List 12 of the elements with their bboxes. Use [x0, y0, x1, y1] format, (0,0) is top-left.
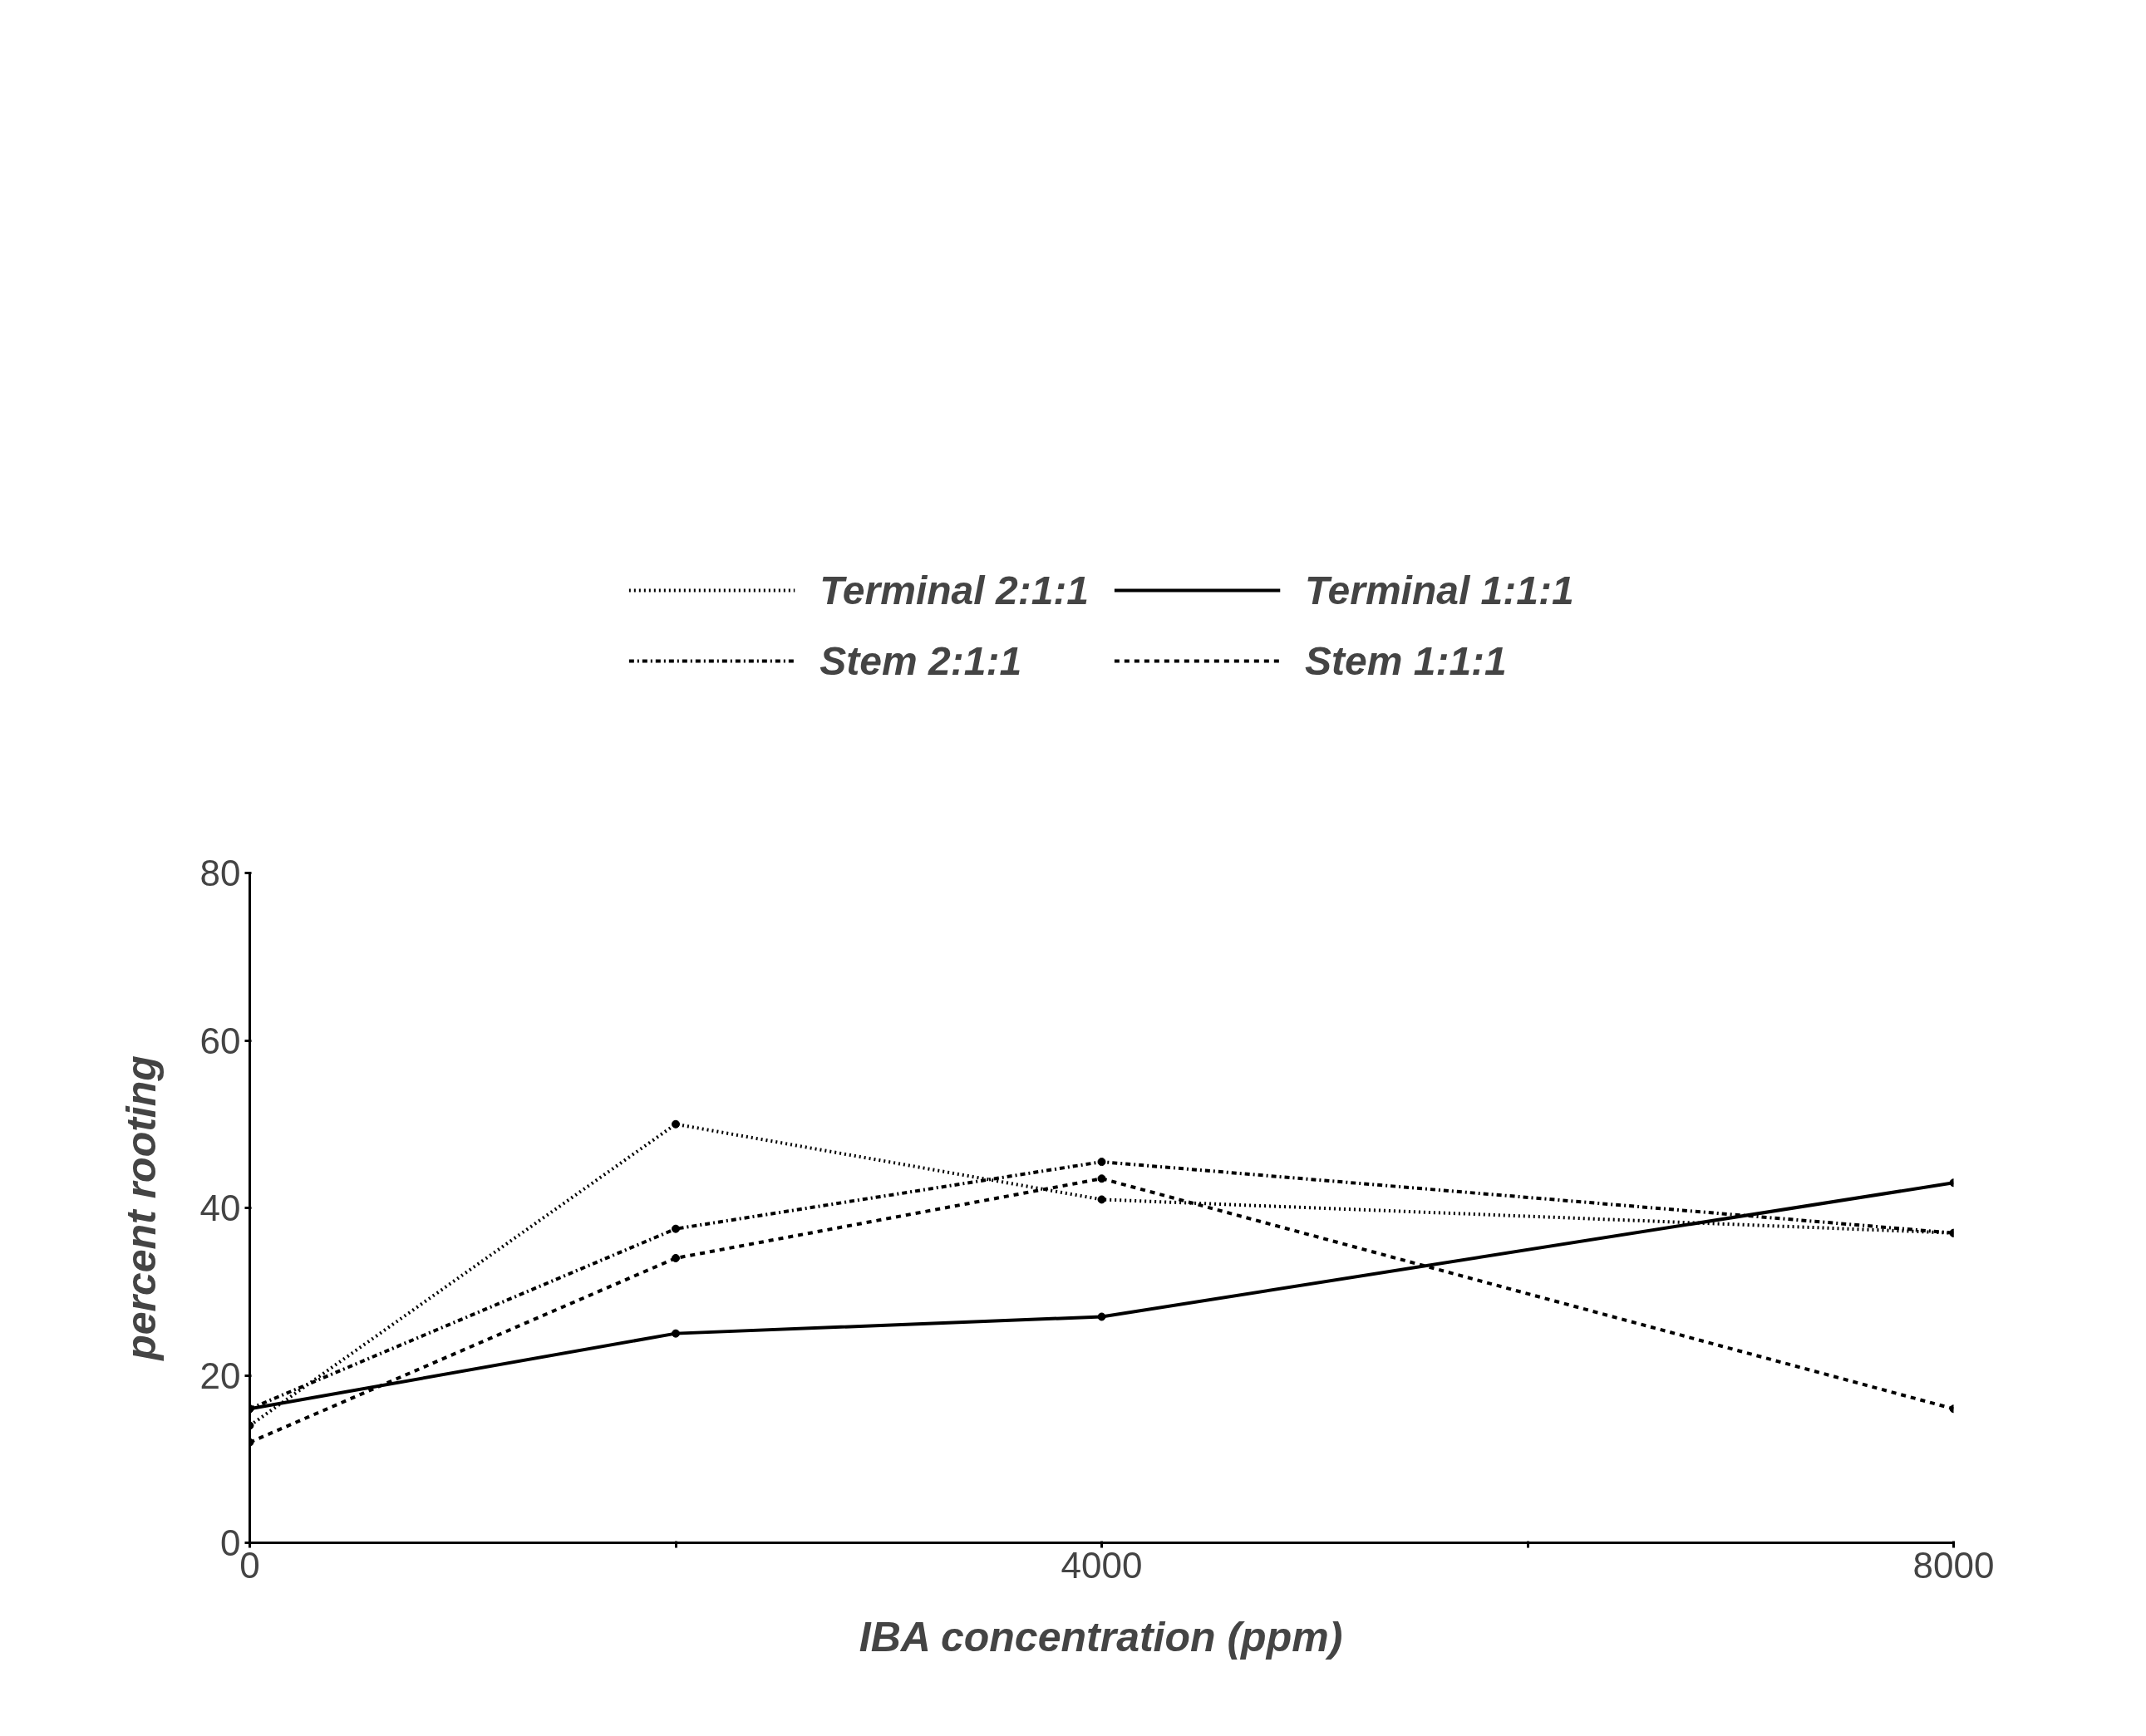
y-tick-label: 40	[199, 1188, 241, 1228]
x-axis-title: IBA concentration (ppm)	[859, 1613, 1343, 1660]
y-tick-label: 80	[199, 853, 241, 893]
x-tick-label: 4000	[1061, 1544, 1143, 1586]
x-tick-label: 8000	[1912, 1544, 1995, 1586]
legend-label: Stem 1:1:1	[1305, 637, 1507, 684]
legend-label: Terminal 1:1:1	[1305, 567, 1574, 613]
y-tick-label: 20	[199, 1355, 241, 1396]
legend-label: Stem 2:1:1	[820, 637, 1022, 684]
y-tick-label: 60	[199, 1020, 241, 1061]
y-axis-title: percent rooting	[117, 1055, 165, 1362]
legend-label: Terminal 2:1:1	[820, 567, 1089, 613]
